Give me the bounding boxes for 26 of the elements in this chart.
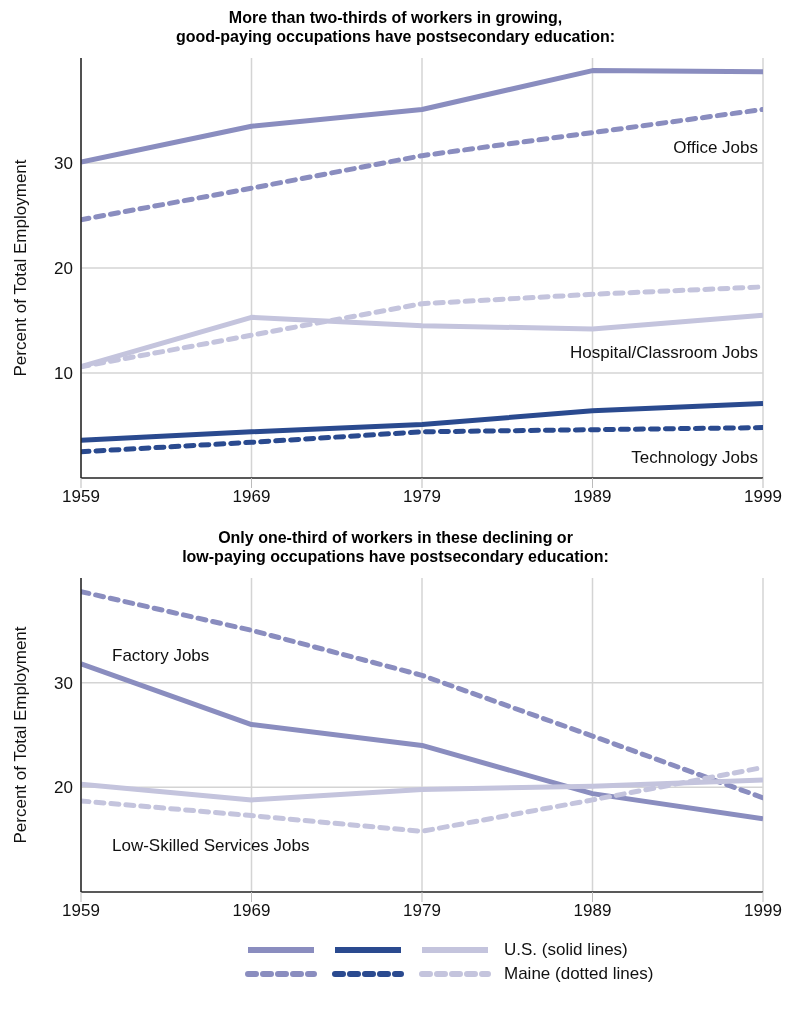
x-tick-label: 1969 [232, 901, 271, 921]
text: Maine (dotted lines) [504, 964, 654, 984]
y-axis-title: Percent of Total Employment [11, 626, 31, 844]
y-tick-label: 10 [54, 364, 73, 384]
x-tick-label: 1989 [573, 901, 612, 921]
y-tick-label: 20 [54, 259, 73, 279]
x-tick-label: 1969 [232, 487, 271, 507]
x-tick-label: 1959 [62, 487, 100, 507]
x-tick-label: 1999 [744, 487, 782, 507]
x-tick-label: 1989 [573, 487, 612, 507]
annotation: Technology Jobs [631, 448, 758, 468]
chart-title: More than two-thirds of workers in growing, good-paying occupations have postsecondary education: [174, 8, 617, 47]
annotation: Low-Skilled Services Jobs [112, 836, 310, 856]
x-tick-label: 1999 [744, 901, 782, 921]
x-tick-label: 1959 [62, 901, 100, 921]
y-tick-label: 30 [54, 673, 73, 693]
chart-title: Only one-third of workers in these declining or low-paying occupations have postsecondary education: [181, 528, 610, 567]
x-tick-label: 1979 [403, 487, 441, 507]
y-axis-title: Percent of Total Employment [11, 159, 31, 377]
annotation: Office Jobs [673, 138, 758, 158]
text: U.S. (solid lines) [504, 940, 628, 960]
annotation: Factory Jobs [112, 646, 210, 666]
y-tick-label: 20 [54, 778, 73, 798]
x-tick-label: 1979 [403, 901, 441, 921]
annotation: Hospital/Classroom Jobs [569, 343, 758, 363]
y-tick-label: 30 [54, 154, 73, 174]
